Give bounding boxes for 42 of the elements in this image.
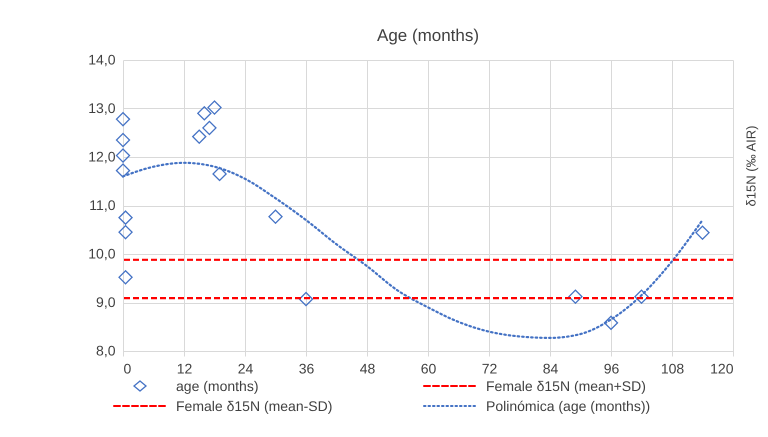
point xyxy=(116,132,130,148)
point xyxy=(192,129,206,144)
point xyxy=(116,163,130,178)
x-tick-label: 48 xyxy=(360,360,376,376)
point xyxy=(568,290,583,304)
point xyxy=(268,209,283,224)
legend-label: Female δ15N (mean-SD) xyxy=(176,398,332,414)
y-tick-label: 9,0 xyxy=(96,294,116,310)
y-tick-label: 13,0 xyxy=(88,100,116,116)
legend-label: Female δ15N (mean+SD) xyxy=(486,378,646,394)
point xyxy=(634,290,649,304)
x-tick-label: 84 xyxy=(542,360,558,376)
point xyxy=(207,100,222,115)
chart-title: Age (months) xyxy=(376,26,480,45)
point xyxy=(695,225,710,240)
x-tick-label: 24 xyxy=(238,360,254,376)
x-tick-label: 96 xyxy=(604,360,620,376)
point xyxy=(298,292,314,306)
x-tick-label: 120 xyxy=(710,360,734,376)
point xyxy=(118,210,133,225)
y-tick-label: 12,0 xyxy=(88,148,116,164)
y-tick-label: 10,0 xyxy=(88,246,116,262)
x-tick-label: 72 xyxy=(482,360,498,376)
point xyxy=(116,148,130,163)
legend-label: age (months) xyxy=(176,378,258,394)
point xyxy=(604,316,618,330)
x-tick-label: 60 xyxy=(420,360,436,376)
point xyxy=(116,112,130,126)
x-tick-label: 36 xyxy=(298,360,314,376)
y-tick-label: 11,0 xyxy=(89,197,116,213)
point xyxy=(212,166,227,182)
point xyxy=(118,225,133,240)
point xyxy=(202,120,217,136)
y-tick-label: 8,0 xyxy=(96,342,116,358)
y-tick-label: 14,0 xyxy=(88,52,116,68)
x-tick-label: 0 xyxy=(124,360,132,376)
x-tick-label: 12 xyxy=(176,360,192,376)
y-axis-title: δ15N (‰ AIR) xyxy=(744,126,758,206)
x-tick-label: 108 xyxy=(660,360,684,376)
point xyxy=(197,106,212,121)
point xyxy=(118,270,133,284)
legend-label: Polinómica (age (months)) xyxy=(486,398,650,414)
